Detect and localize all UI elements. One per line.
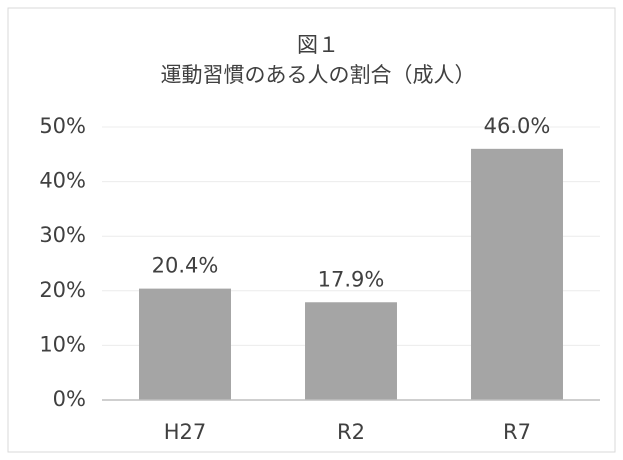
y-tick-label: 50%: [39, 114, 86, 138]
chart-subtitle: 運動習慣のある人の割合（成人）: [161, 63, 476, 87]
y-tick-label: 0%: [53, 387, 86, 411]
value-label: 20.4%: [152, 254, 219, 278]
value-label: 46.0%: [484, 114, 551, 138]
value-label: 17.9%: [318, 267, 385, 291]
bar: [305, 302, 397, 400]
bar: [471, 148, 563, 400]
x-tick-label: R2: [337, 420, 365, 444]
y-tick-label: 40%: [39, 169, 86, 193]
y-tick-label: 20%: [39, 278, 86, 302]
bar: [139, 288, 231, 400]
y-tick-label: 30%: [39, 223, 86, 247]
y-tick-label: 10%: [39, 332, 86, 356]
x-tick-label: R7: [503, 420, 531, 444]
x-tick-label: H27: [164, 420, 207, 444]
chart-title: 図１: [297, 33, 339, 57]
